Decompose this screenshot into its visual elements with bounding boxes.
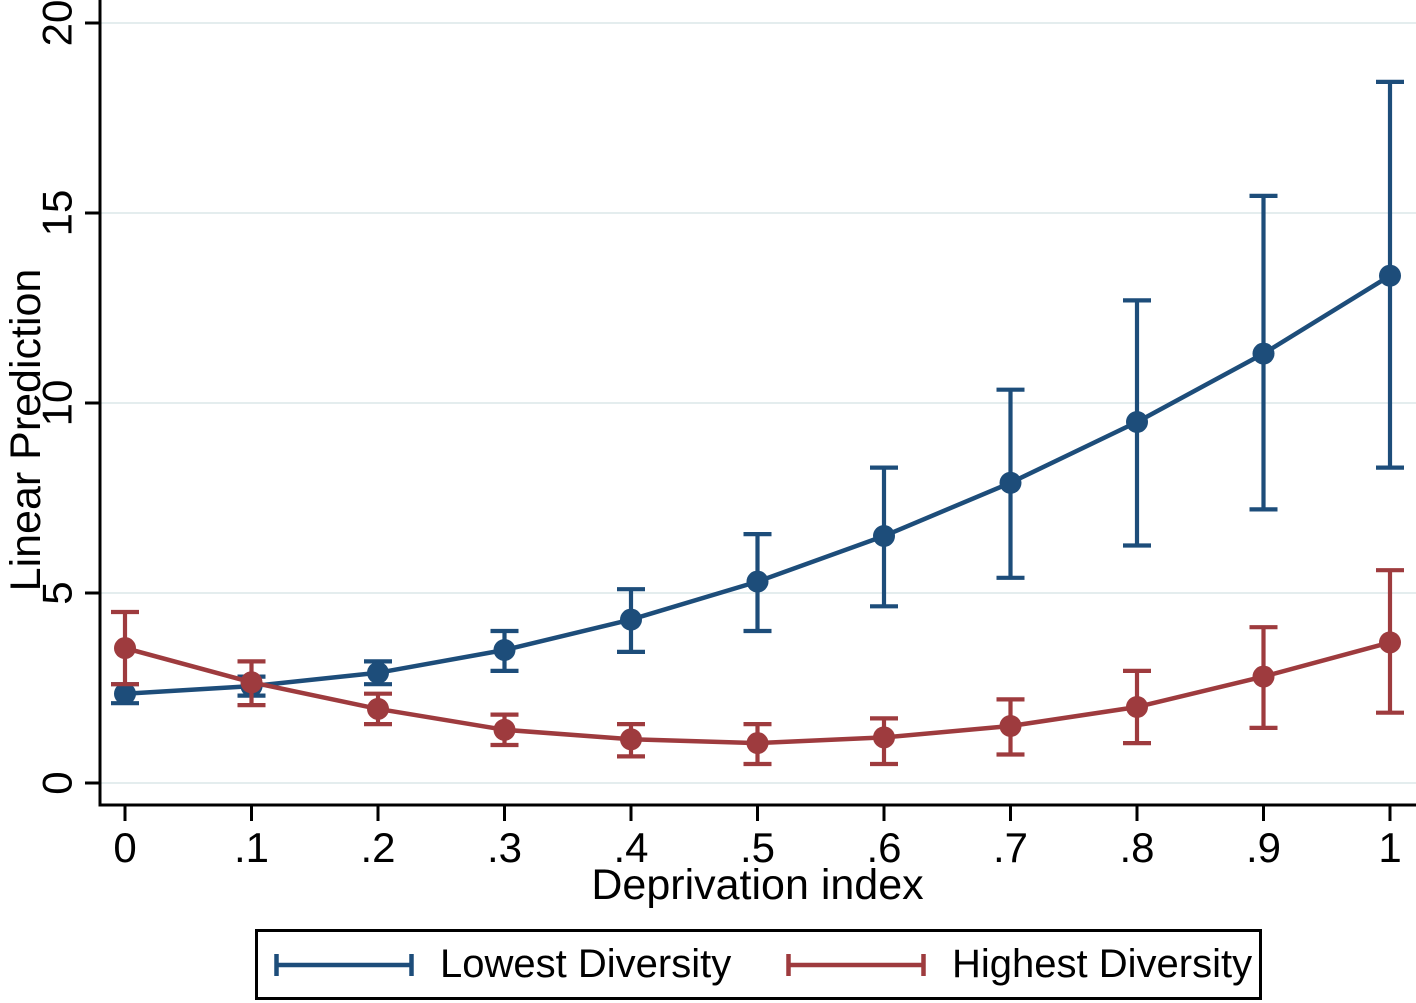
data-point <box>240 671 263 694</box>
data-point <box>1379 264 1401 287</box>
x-tick-label: 1 <box>1378 824 1401 871</box>
data-point <box>1252 665 1275 688</box>
data-point <box>999 715 1022 737</box>
x-tick-label: .6 <box>866 824 901 871</box>
x-axis-title: Deprivation index <box>591 861 924 909</box>
x-tick-label: .1 <box>234 824 269 871</box>
error-bar-icon <box>274 953 414 976</box>
data-point <box>1252 342 1275 365</box>
x-tick-label: .9 <box>1246 824 1281 871</box>
error-bar-icon <box>786 953 926 976</box>
data-point <box>746 732 769 755</box>
x-tick-label: 0 <box>113 824 136 871</box>
legend-item-lowest-diversity: Lowest Diversity <box>272 932 731 997</box>
data-point <box>114 682 136 705</box>
data-point <box>493 639 516 661</box>
data-point <box>1379 631 1401 654</box>
x-tick-label: .2 <box>360 824 395 871</box>
y-tick-label: 10 <box>34 380 81 427</box>
legend-item-highest-diversity: Highest Diversity <box>784 932 1252 997</box>
y-tick-label: 5 <box>34 581 81 604</box>
data-point <box>493 718 516 741</box>
y-axis-title: Linear Prediction <box>2 269 50 592</box>
x-tick-label: .3 <box>487 824 522 871</box>
x-tick-label: .5 <box>740 824 775 871</box>
data-point <box>999 471 1022 494</box>
data-point <box>367 661 389 684</box>
data-point <box>620 608 642 631</box>
legend-label: Lowest Diversity <box>440 942 732 986</box>
data-point <box>873 525 895 547</box>
data-point <box>1126 696 1148 718</box>
y-tick-label: 0 <box>34 771 81 794</box>
series-lowest-diversity <box>111 79 1404 706</box>
series-highest-diversity <box>111 568 1404 767</box>
data-point <box>114 637 136 660</box>
data-point <box>367 697 389 720</box>
y-tick-label: 15 <box>34 190 81 237</box>
data-point <box>873 726 895 749</box>
x-tick-label: .4 <box>613 824 648 871</box>
data-point <box>746 570 769 593</box>
x-tick-label: .7 <box>993 824 1028 871</box>
legend-label: Highest Diversity <box>952 942 1253 986</box>
data-point <box>1126 411 1148 433</box>
y-tick-label: 20 <box>34 0 81 46</box>
data-point <box>620 728 642 751</box>
legend: Lowest Diversity Highest Diversity <box>255 929 1262 1000</box>
x-tick-label: .8 <box>1119 824 1154 871</box>
